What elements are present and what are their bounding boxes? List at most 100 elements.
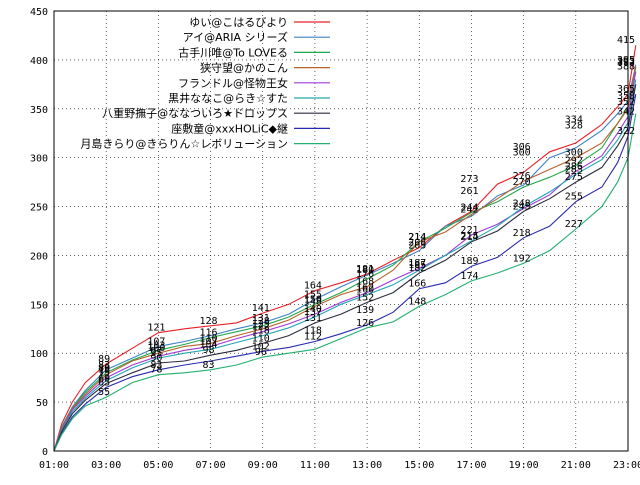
x-tick-label: 23:00 <box>613 460 640 471</box>
data-label: 283 <box>565 164 583 175</box>
data-label: 137 <box>304 307 322 318</box>
data-label: 118 <box>252 326 270 337</box>
axes: 0 50 100 150 200 250 300 350 400 450 01:00 03:00 05:… <box>30 7 640 471</box>
data-label: 187 <box>408 258 426 269</box>
series-line-8 <box>53 93 637 452</box>
data-label: 365 <box>617 84 635 95</box>
data-label: 55 <box>98 387 110 398</box>
data-label: 102 <box>252 341 270 352</box>
data-label: 140 <box>304 304 322 315</box>
data-label: 75 <box>98 368 110 379</box>
data-label: 166 <box>408 279 426 290</box>
data-label: 131 <box>252 313 270 324</box>
data-label: 388 <box>617 62 635 73</box>
data-label: 208 <box>408 238 426 249</box>
data-label: 221 <box>460 225 478 236</box>
plot-frame <box>53 10 629 452</box>
x-tick-label: 17:00 <box>456 460 486 471</box>
y-tick-label: 350 <box>30 105 48 116</box>
data-label: 292 <box>565 155 583 166</box>
x-tick-label: 03:00 <box>91 460 121 471</box>
legend-label: 古手川唯@To LOVEる <box>178 45 288 59</box>
x-tick-label: 05:00 <box>143 460 173 471</box>
legend-label: ゆい@こはるびより <box>189 16 288 29</box>
data-label: 174 <box>460 271 478 282</box>
data-label: 107 <box>147 336 165 347</box>
data-label: 72 <box>98 371 110 382</box>
data-label: 358 <box>617 91 635 102</box>
data-labels: 89 121 128 141 164 181 208 273 306 334 365 415 83 107… <box>98 35 635 398</box>
x-tick-label: 19:00 <box>509 460 539 471</box>
data-label: 334 <box>565 114 583 125</box>
data-label: 104 <box>200 339 218 350</box>
data-label: 168 <box>356 277 374 288</box>
data-label: 107 <box>200 336 218 347</box>
grid-lines <box>54 11 628 451</box>
data-label: 328 <box>565 120 583 131</box>
series-line-5 <box>53 71 637 452</box>
legend-label: 月島きらり@きらりん☆レボリューション <box>80 137 288 151</box>
data-label: 90 <box>150 353 162 364</box>
data-label: 150 <box>304 294 322 305</box>
data-label: 121 <box>147 323 165 334</box>
data-label: 96 <box>255 347 267 358</box>
data-label: 128 <box>252 316 270 327</box>
data-label: 148 <box>304 296 322 307</box>
data-label: 100 <box>147 343 165 354</box>
data-label: 218 <box>513 228 531 239</box>
series-lines <box>53 45 637 452</box>
data-label: 97 <box>150 346 162 357</box>
x-tick-label: 01:00 <box>39 460 69 471</box>
data-label: 322 <box>617 126 635 137</box>
legend-label: 黒井ななこ@らき☆すた <box>168 91 288 105</box>
data-label: 214 <box>460 232 478 243</box>
data-label: 306 <box>513 142 531 153</box>
data-label: 103 <box>147 340 165 351</box>
data-label: 126 <box>356 318 374 329</box>
y-tick-label: 100 <box>30 349 48 360</box>
y-tick-label: 0 <box>42 447 48 458</box>
data-label: 189 <box>460 256 478 267</box>
data-label: 122 <box>252 322 270 333</box>
data-label: 395 <box>617 55 635 66</box>
y-tick-label: 200 <box>30 251 48 262</box>
legend-label: 座敷童@xxxHOLiC◆継 <box>171 121 288 135</box>
data-label: 286 <box>565 161 583 172</box>
data-label: 98 <box>203 345 215 356</box>
data-label: 80 <box>98 363 110 374</box>
data-label: 131 <box>304 313 322 324</box>
data-label: 185 <box>408 260 426 271</box>
y-tick-label: 400 <box>30 56 48 67</box>
data-label: 182 <box>408 263 426 274</box>
data-label: 300 <box>565 148 583 159</box>
data-label: 244 <box>460 202 478 213</box>
data-label: 227 <box>565 219 583 230</box>
legend-label: フランドル@怪物王女 <box>178 76 288 90</box>
y-tick-label: 300 <box>30 154 48 165</box>
data-label: 78 <box>150 365 162 376</box>
series-line-2 <box>53 64 637 452</box>
data-label: 215 <box>460 231 478 242</box>
data-label: 69 <box>98 374 110 385</box>
data-label: 261 <box>460 186 478 197</box>
data-label: 214 <box>408 232 426 243</box>
data-label: 205 <box>408 241 426 252</box>
y-tick-label: 150 <box>30 300 48 311</box>
series-line-3 <box>53 67 637 452</box>
x-tick-label: 15:00 <box>404 460 434 471</box>
data-label: 180 <box>356 265 374 276</box>
data-label: 275 <box>565 172 583 183</box>
data-label: 176 <box>356 269 374 280</box>
series-line-9 <box>53 113 637 452</box>
data-label: 141 <box>252 303 270 314</box>
data-label: 112 <box>304 331 322 342</box>
data-label: 118 <box>304 326 322 337</box>
legend-label: 狭守望@かのこん <box>200 61 288 75</box>
data-label: 300 <box>513 148 531 159</box>
data-label: 65 <box>98 377 110 388</box>
data-label: 214 <box>408 232 426 243</box>
data-label: 164 <box>304 281 322 292</box>
data-label: 248 <box>513 199 531 210</box>
